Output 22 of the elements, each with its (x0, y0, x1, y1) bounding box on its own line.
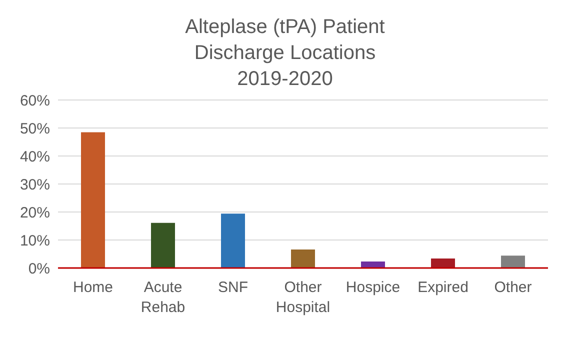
y-tick-label: 20% (20, 204, 50, 222)
x-tick-label: Expired (418, 279, 468, 296)
x-tick-label: Other (494, 279, 532, 296)
y-tick-label: 50% (20, 120, 50, 138)
x-tick-label: SNF (218, 279, 248, 296)
x-tick-label: Acute Rehab (140, 279, 186, 316)
bar (151, 222, 175, 268)
x-tick-label: Home (72, 279, 114, 296)
y-tick-label: 60% (20, 92, 50, 110)
x-tick-label: Hospice (346, 279, 400, 296)
bar (291, 250, 315, 268)
x-tick-label: Other Hospital (276, 279, 330, 316)
y-tick-label: 30% (20, 176, 50, 194)
bar (501, 256, 525, 268)
y-tick-label: 10% (20, 232, 50, 250)
bar (221, 214, 245, 268)
y-tick-label: 40% (20, 148, 50, 166)
bar (431, 258, 455, 268)
bar (361, 262, 385, 268)
chart-title: Alteplase (tPA) Patient Discharge Locations 2019-2020 (184, 15, 386, 92)
y-tick-label: 0% (28, 260, 50, 278)
bar (81, 132, 105, 268)
